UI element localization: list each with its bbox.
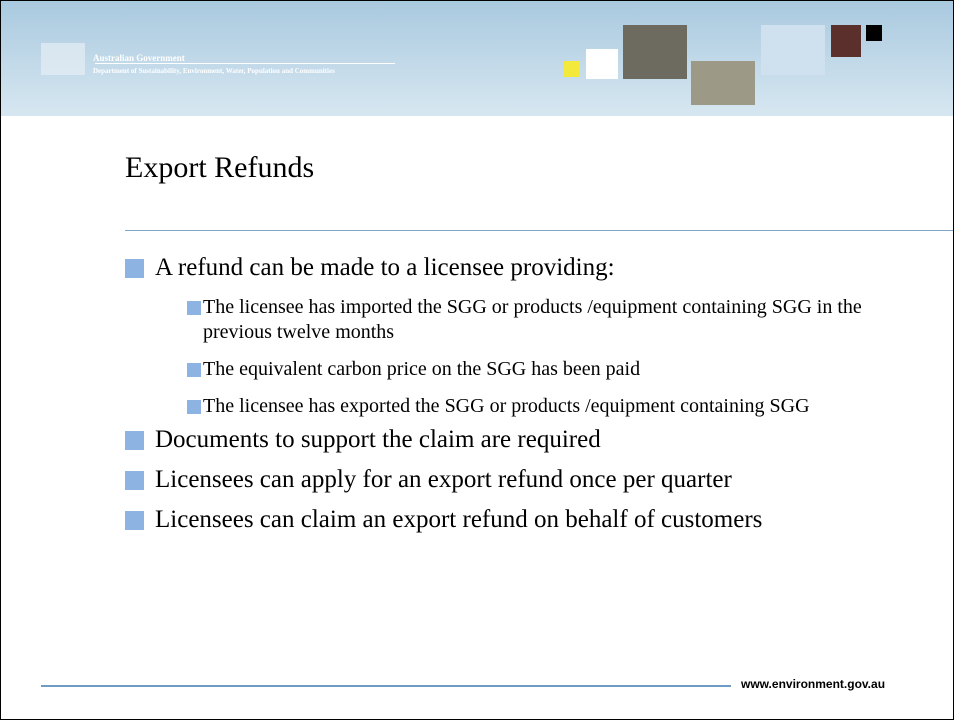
square <box>564 61 580 77</box>
bullet-list: A refund can be made to a licensee provi… <box>125 253 925 545</box>
photo <box>691 61 755 105</box>
square <box>866 25 882 41</box>
bullet: Documents to support the claim are requi… <box>125 425 925 455</box>
bullet: A refund can be made to a licensee provi… <box>125 253 925 283</box>
sub-bullet: The licensee has imported the SGG or pro… <box>187 295 925 345</box>
department-name: Department of Sustainability, Environmen… <box>93 67 335 75</box>
square <box>586 49 618 79</box>
crest <box>41 43 85 75</box>
slide: Australian Government Department of Sust… <box>0 0 954 720</box>
square <box>831 25 861 57</box>
header-band: Australian Government Department of Sust… <box>1 1 953 116</box>
photo <box>761 25 825 75</box>
header-rule <box>95 63 395 64</box>
footer-url: www.environment.gov.au <box>741 677 885 691</box>
bullet: Licensees can claim an export refund on … <box>125 505 925 535</box>
sub-bullet: The equivalent carbon price on the SGG h… <box>187 357 925 382</box>
footer-rule <box>41 685 731 687</box>
photo <box>623 25 687 79</box>
org-name: Australian Government <box>93 53 185 63</box>
slide-title: Export Refunds <box>125 151 314 185</box>
title-rule <box>125 230 953 231</box>
bullet: Licensees can apply for an export refund… <box>125 465 925 495</box>
sub-bullet: The licensee has exported the SGG or pro… <box>187 394 925 419</box>
